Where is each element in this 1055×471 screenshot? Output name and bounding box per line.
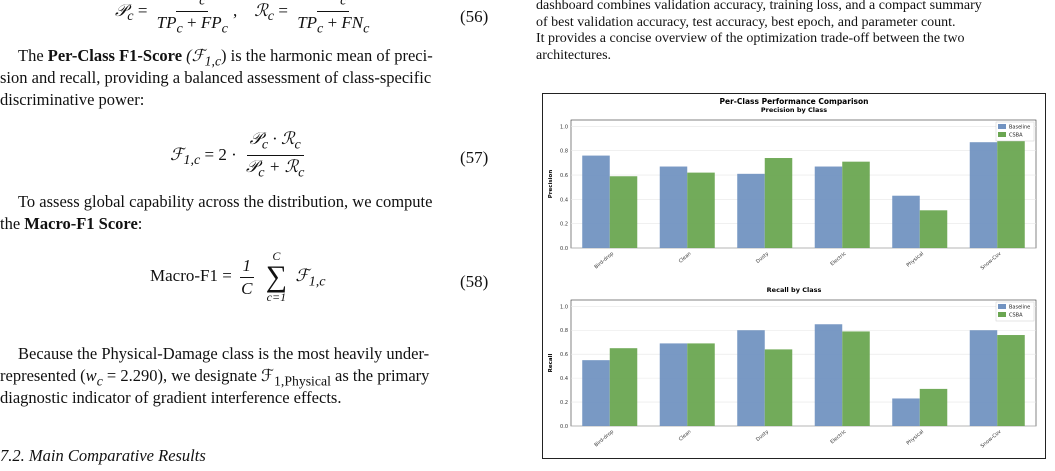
- paragraph-f1-line2: sion and recall, providing a balanced as…: [0, 68, 432, 87]
- bar-baseline-snow-cov: [969, 330, 998, 426]
- bar-baseline-electric: [814, 166, 843, 248]
- legend-label-csba: CSBA: [1009, 313, 1023, 319]
- per-class-chart-svg: Per-Class Performance ComparisonPrecisio…: [542, 93, 1046, 459]
- paragraph-macro-line1: To assess global capability across the d…: [18, 192, 433, 211]
- bar-csba-snow-cov: [997, 137, 1025, 248]
- equation-58-number: (58): [460, 272, 489, 291]
- y-axis-label: Recall: [548, 354, 554, 373]
- equation-57: ℱ1,c = 2 · 𝒫c · ℛc 𝒫c + ℛc: [170, 129, 305, 181]
- legend-swatch-baseline: [998, 124, 1006, 129]
- bar-csba-electric: [842, 161, 870, 248]
- legend-swatch-baseline: [998, 304, 1006, 309]
- section-heading: 7.2. Main Comparative Results: [0, 446, 206, 465]
- panel-subtitle: Precision by Class: [761, 106, 827, 114]
- y-tick-label: 0.4: [560, 376, 568, 382]
- chart-title: Per-Class Performance Comparison: [720, 97, 869, 106]
- bar-csba-physical: [919, 210, 948, 248]
- bar-baseline-physical: [892, 195, 920, 248]
- bar-baseline-bird-drop: [582, 360, 610, 426]
- y-tick-label: 0.6: [560, 173, 568, 179]
- right-text-line3: It provides a concise overview of the op…: [536, 31, 965, 46]
- bar-baseline-clean: [659, 166, 688, 248]
- bar-baseline-bird-drop: [582, 155, 610, 248]
- legend-label-baseline: Baseline: [1009, 305, 1030, 311]
- bar-baseline-dusty: [737, 330, 765, 426]
- bar-csba-dusty: [764, 349, 793, 426]
- bar-csba-electric: [842, 331, 870, 426]
- paragraph-f1-definition: The Per-Class F1-Score (ℱ1,c) is the har…: [18, 46, 433, 69]
- paragraph-macro-line2: the Macro-F1 Score:: [0, 214, 143, 233]
- bar-csba-snow-cov: [997, 335, 1025, 426]
- y-tick-label: 1.0: [560, 304, 568, 310]
- bar-baseline-electric: [814, 324, 843, 426]
- equation-56: 𝒫c = TPcTPc + FPc, ℛc = TPcTPc + FNc: [115, 0, 374, 38]
- paragraph-f1-line3: discriminative power:: [0, 90, 145, 109]
- y-tick-label: 0.0: [560, 246, 568, 252]
- left-column: 𝒫c = TPcTPc + FPc, ℛc = TPcTPc + FNc (56…: [0, 0, 520, 471]
- bar-csba-dusty: [764, 158, 793, 248]
- panel-subtitle: Recall by Class: [767, 286, 822, 294]
- bar-baseline-physical: [892, 398, 920, 426]
- bar-baseline-snow-cov: [969, 142, 998, 248]
- legend-swatch-csba: [998, 312, 1006, 317]
- per-class-performance-figure: Per-Class Performance Comparison Precisio…: [542, 93, 1046, 459]
- paragraph-physical-line2: represented (wc = 2.290), we designate ℱ…: [0, 366, 430, 389]
- legend-label-csba: CSBA: [1009, 133, 1023, 139]
- y-tick-label: 1.0: [560, 124, 568, 130]
- y-tick-label: 0.2: [560, 222, 568, 228]
- paragraph-physical-line3: diagnostic indicator of gradient interfe…: [0, 388, 342, 407]
- right-text-line2: of best validation accuracy, test accura…: [536, 14, 956, 30]
- y-tick-label: 0.0: [560, 424, 568, 430]
- bar-baseline-clean: [659, 343, 688, 426]
- paragraph-physical-line1: Because the Physical-Damage class is the…: [18, 344, 430, 363]
- legend-label-baseline: Baseline: [1009, 125, 1030, 131]
- bar-csba-physical: [919, 388, 948, 426]
- equation-56-number: (56): [460, 7, 489, 26]
- legend-swatch-csba: [998, 132, 1006, 137]
- bar-baseline-dusty: [737, 173, 765, 248]
- right-text-line4: architectures.: [536, 47, 612, 63]
- y-tick-label: 0.8: [560, 328, 568, 334]
- right-text-line1: dashboard combines validation accuracy, …: [536, 0, 982, 13]
- y-axis-label: Precision: [548, 170, 554, 199]
- bar-csba-clean: [687, 343, 715, 426]
- y-tick-label: 0.6: [560, 352, 568, 358]
- y-tick-label: 0.8: [560, 149, 568, 155]
- right-column: dashboard combines validation accuracy, …: [530, 0, 1055, 471]
- y-tick-label: 0.4: [560, 197, 568, 203]
- bar-csba-clean: [687, 172, 715, 248]
- bar-csba-bird-drop: [609, 176, 638, 248]
- bar-csba-bird-drop: [609, 348, 638, 426]
- equation-57-number: (57): [460, 148, 489, 167]
- y-tick-label: 0.2: [560, 400, 568, 406]
